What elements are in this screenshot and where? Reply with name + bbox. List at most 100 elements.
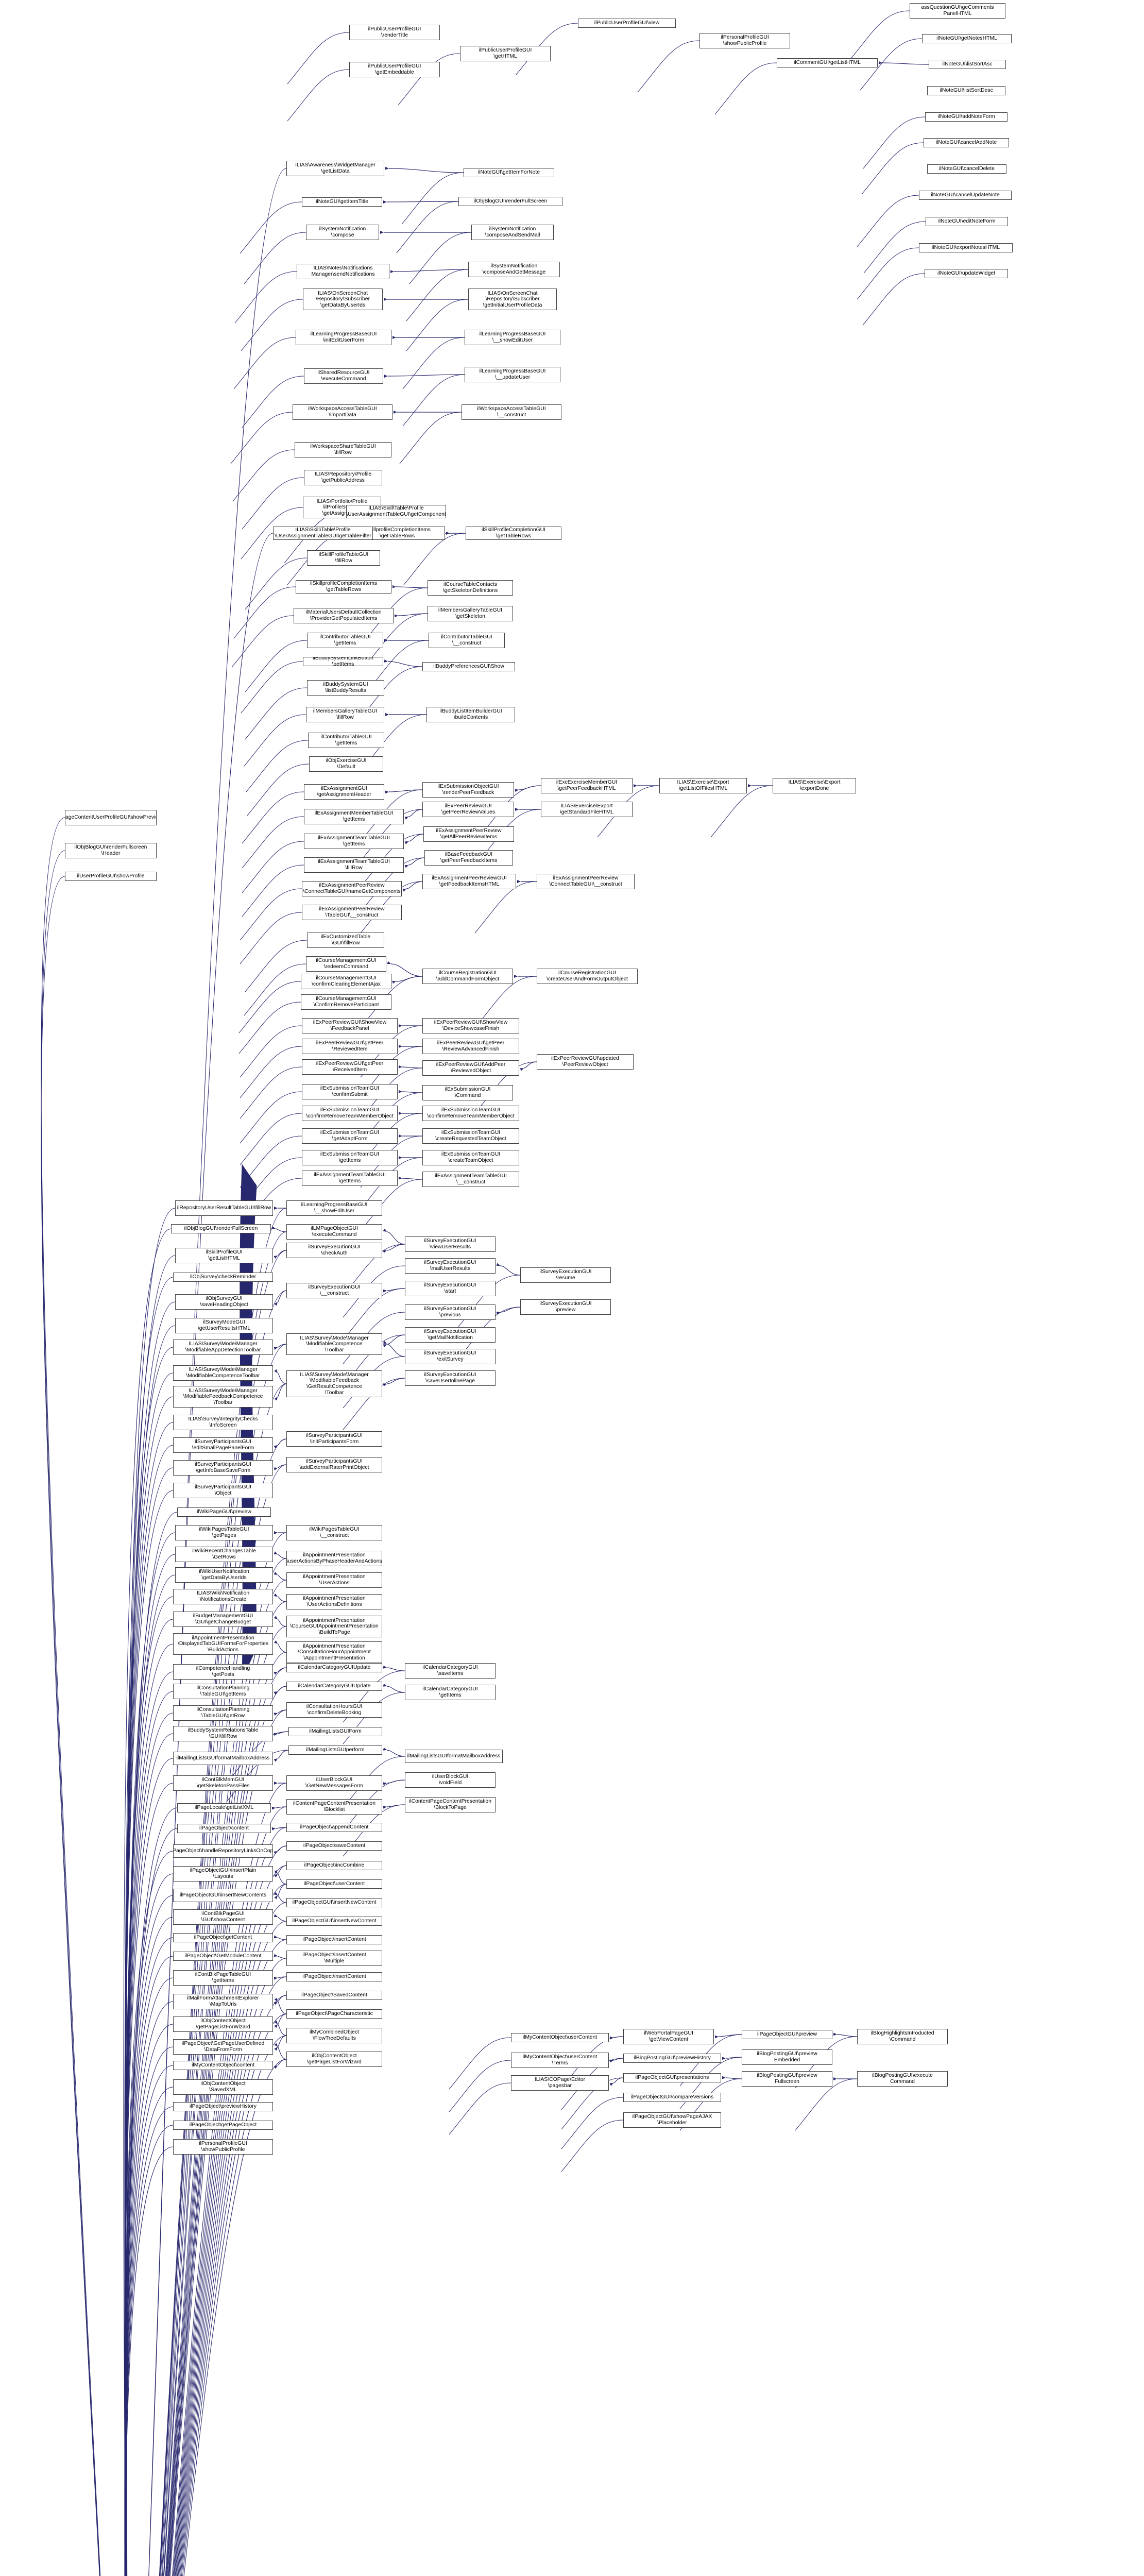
graph-node[interactable]: ilPageObject\GetPageUserDefined \DataFro…: [173, 2039, 273, 2055]
graph-node[interactable]: ilSurveyParticipantsGUI \Object: [173, 1483, 273, 1498]
graph-node[interactable]: ilObjSurvey\checkReminder: [173, 1273, 273, 1282]
graph-node[interactable]: ilExPeerReviewGUI\getPeer \ReviewedItem: [302, 1039, 398, 1054]
graph-node[interactable]: ilMyContentObject\content: [173, 2061, 273, 2070]
graph-node[interactable]: ilLearningProgressBaseGUI \__showEditUse…: [465, 330, 560, 345]
graph-node[interactable]: ilSurveyExecutionGUI \getMailNotificatio…: [405, 1327, 496, 1343]
graph-node[interactable]: ilNoteGUI\getNotesHTML: [922, 34, 1012, 43]
graph-node[interactable]: ilWorkspaceShareTableGUI \fillRow: [295, 442, 391, 457]
graph-node[interactable]: ilExAssignmentPeerReview \ConnectTableGU…: [537, 874, 635, 889]
graph-node[interactable]: ilBudgetManagementGUI \GUI\getChangeBudg…: [173, 1612, 273, 1627]
graph-node[interactable]: ilExSubmissionTeamGUI \confirmRemoveTeam…: [422, 1106, 519, 1121]
graph-node[interactable]: ilExSubmissionTeamGUI \confirmRemoveTeam…: [302, 1106, 398, 1121]
graph-node[interactable]: ilExAssignmentTeamTableGUI \getItems: [302, 1171, 398, 1186]
graph-node[interactable]: assQuestionGUI\geComments PanelHTML: [910, 3, 1005, 19]
graph-node[interactable]: ilObjContentObject \getPageListForWizard: [286, 2052, 382, 2067]
graph-node[interactable]: ilBuddyListItemBuilderGUI \buildContents: [426, 707, 515, 722]
graph-node[interactable]: ilCourseRegistrationGUI \createUserAndFo…: [537, 969, 638, 984]
graph-node[interactable]: ilNoteGUI\exportNotesHTML: [919, 243, 1013, 252]
graph-node[interactable]: ilSkillProfileGUI \getListHTML: [175, 1248, 273, 1263]
graph-node[interactable]: ilBlogPostingGUI\preview Embedded: [742, 2049, 832, 2065]
graph-node[interactable]: ilWikiUserNotification \getDataByUserIds: [175, 1567, 273, 1583]
graph-node[interactable]: ilBuddySystemGUI \listBuddyResults: [307, 680, 384, 696]
graph-node[interactable]: ILIAS\COPage\Editor \pagesbar: [511, 2075, 609, 2091]
graph-node[interactable]: ilUserBlockGUI \voidField: [405, 1772, 496, 1788]
graph-node[interactable]: ilLearningProgressBaseGUI \__updateUser: [465, 367, 560, 382]
graph-node[interactable]: ilPageObjectGUI\insertNewContent: [286, 1917, 382, 1926]
graph-node[interactable]: ilNoteGUI\editNoteForm: [926, 217, 1008, 226]
graph-node[interactable]: ilWikiPagesTableGUI \getPages: [175, 1525, 273, 1540]
graph-node[interactable]: ilContentPageContentPresentation \Blockl…: [286, 1799, 382, 1815]
graph-node[interactable]: ilPublicUserProfileGUI \getHTML: [460, 46, 551, 61]
graph-node[interactable]: ilCalendarCategoryGUI \saveItems: [405, 1663, 496, 1679]
graph-node[interactable]: ilSurveyExecutionGUI \mailUserResults: [405, 1258, 496, 1274]
graph-node[interactable]: ilWorkspaceAccessTableGUI \importData: [293, 404, 392, 420]
graph-node[interactable]: ilPageObject\insertContent \Multiple: [286, 1951, 382, 1966]
graph-node[interactable]: ilCalendarCategoryGUIUpdate: [286, 1682, 382, 1691]
graph-node[interactable]: ilExAssignmentTeamTableGUI \getItems: [304, 834, 404, 849]
graph-node[interactable]: ILIAS\Survey\Mode\Manager \ModifiableCom…: [286, 1333, 382, 1355]
graph-node[interactable]: ilMyContentObject\userContent \Terms: [511, 2053, 609, 2068]
graph-node[interactable]: ilExAssignmentTeamTableGUI \__construct: [422, 1172, 519, 1187]
graph-node[interactable]: ilMailingListsGUIformatMailboxAddress: [405, 1750, 503, 1763]
graph-node[interactable]: ilExSubmissionGUI \Command: [422, 1085, 513, 1100]
graph-node[interactable]: ilNoteGUI\getItemForNote: [464, 168, 554, 177]
graph-node[interactable]: ilMailingListsGUIperform: [288, 1745, 382, 1755]
graph-node[interactable]: ilBuddySystemLinkButton \getItems: [303, 657, 383, 666]
graph-node[interactable]: ilObjBlogGUI\renderFullScreen: [171, 1224, 271, 1233]
graph-node[interactable]: ilExPeerReviewGUI \getPeerReviewValues: [422, 802, 514, 817]
graph-node[interactable]: ILIAS\Skill\Table\Profile \UserAssignmen…: [346, 505, 446, 518]
graph-node[interactable]: ilBuddyPreferencesGUI\Show: [422, 662, 515, 671]
graph-node[interactable]: ilPageObject\insertContent: [286, 1972, 382, 1981]
graph-node[interactable]: ilSharedResourceGUI \executeCommand: [304, 368, 383, 384]
graph-node[interactable]: ilPageObject\appendContent: [286, 1823, 382, 1832]
graph-node[interactable]: ilContributorTableGUI \__construct: [429, 633, 505, 648]
graph-node[interactable]: ilContributorTableGUI \getItems: [308, 733, 384, 748]
graph-node[interactable]: ILIAS\Exercise\Export \getStandardFileHT…: [541, 802, 633, 817]
graph-node[interactable]: ilSurveyExecutionGUI \previous: [405, 1304, 496, 1320]
graph-node[interactable]: ilCourseManagementGUI \redeemCommand: [306, 956, 386, 972]
graph-node[interactable]: ilPageObjectGUI\presentations: [623, 2073, 721, 2082]
graph-node[interactable]: ilSurveyParticipantsGUI \initParticipant…: [286, 1431, 382, 1447]
graph-node[interactable]: ilAppointmentPresentation \ConsultationH…: [286, 1641, 382, 1663]
graph-node[interactable]: ilExAssignmentPeerReviewGUI \getFeedback…: [422, 874, 516, 889]
graph-node[interactable]: ilSurveyExecutionGUI \resume: [520, 1267, 611, 1283]
graph-node[interactable]: ilPageObjectGUI\showPageAJAX \Placeholde…: [623, 2112, 721, 2128]
graph-node[interactable]: ilSurveyParticipantsGUI \editSmallPagePa…: [173, 1437, 273, 1453]
graph-node[interactable]: ilUserProfileGUI\showProfile: [65, 872, 157, 881]
graph-node[interactable]: ilExSubmissionTeamGUI \getAdaptForm: [302, 1128, 398, 1144]
graph-node[interactable]: ilMaterialUsersDefaultCollection \Provid…: [294, 608, 394, 623]
graph-node[interactable]: ilExAssignmentPeerReview \TableGUI\__con…: [302, 905, 402, 920]
graph-node[interactable]: ilObjSurveyGUI \saveHeadingObject: [175, 1294, 273, 1310]
graph-node[interactable]: ilPublicUserProfileGUI\view: [578, 19, 676, 28]
graph-node[interactable]: ILIAS\Repository\Profile \getPublicAddre…: [304, 470, 382, 485]
graph-node[interactable]: ilObjBlogGUI\renderFullScreen: [458, 197, 562, 206]
graph-node[interactable]: ilContributorTableGUI \getItems: [307, 633, 383, 648]
graph-node[interactable]: ilPersonalProfileGUI \showPublicProfile: [699, 33, 790, 48]
graph-node[interactable]: ilExSubmissionTeamGUI \createTeamObject: [422, 1150, 519, 1165]
graph-node[interactable]: ilCommentGUI\getListHTML: [777, 58, 878, 67]
graph-node[interactable]: ILIAS\OnScreenChat \Repository\Subscribe…: [303, 289, 383, 310]
graph-node[interactable]: ilSystemNotification \composeAndSendMail: [471, 225, 554, 240]
graph-node[interactable]: ilPageObjectGUI\insertPlain \Layouts: [173, 1866, 273, 1882]
graph-node[interactable]: ilNoteGUI\addNoteForm: [925, 112, 1008, 122]
graph-node[interactable]: ilPageObject\PageCharacteristic: [286, 2009, 382, 2019]
graph-node[interactable]: ilBuddySystemRelationsTable \GUI\fillRow: [173, 1726, 273, 1741]
graph-node[interactable]: ilPageObjectGUI\insertNewContents: [173, 1889, 273, 1902]
graph-node[interactable]: ilWikiRecentChangesTable \GetRows: [175, 1547, 273, 1562]
graph-node[interactable]: ilPageObject\saveContent: [286, 1841, 382, 1851]
graph-node[interactable]: ilConsultationPlanning \TableGUI\getRow: [173, 1705, 273, 1721]
graph-node[interactable]: ilPageObject\handleRepositoryLinksOnCopy: [173, 1844, 273, 1858]
graph-node[interactable]: ilPageObject\getPageObject: [173, 2121, 273, 2130]
graph-node[interactable]: ilExSubmissionTeamGUI \createRequestedTe…: [422, 1128, 519, 1144]
graph-node[interactable]: ilBlogPostingGUI\preview Fullscreen: [742, 2071, 832, 2087]
graph-node[interactable]: ILIAS\Survey\Mode\Manager \ModifiableCom…: [173, 1365, 273, 1381]
graph-node[interactable]: ilSurveyExecutionGUI \saveUserInlinePage: [405, 1370, 496, 1386]
graph-node[interactable]: ilPageObject\previewHistory: [173, 2102, 273, 2111]
graph-node[interactable]: ilLearningProgressBaseGUI \__showEditUse…: [286, 1200, 382, 1216]
graph-node[interactable]: ilSurveyExecutionGUI \__construct: [286, 1283, 382, 1298]
graph-node[interactable]: ilMembersGalleryTableGUI \getSkeleton: [428, 606, 513, 621]
graph-node[interactable]: ilPageObject\content: [177, 1824, 271, 1833]
graph-node[interactable]: ilExPeerReviewGUI\updated \PeerReviewObj…: [537, 1054, 634, 1070]
graph-node[interactable]: ilContBlkPageGUI \GUI\showContent: [173, 1909, 273, 1925]
graph-node[interactable]: ilCompetenceHandling \getPosts: [173, 1664, 273, 1680]
